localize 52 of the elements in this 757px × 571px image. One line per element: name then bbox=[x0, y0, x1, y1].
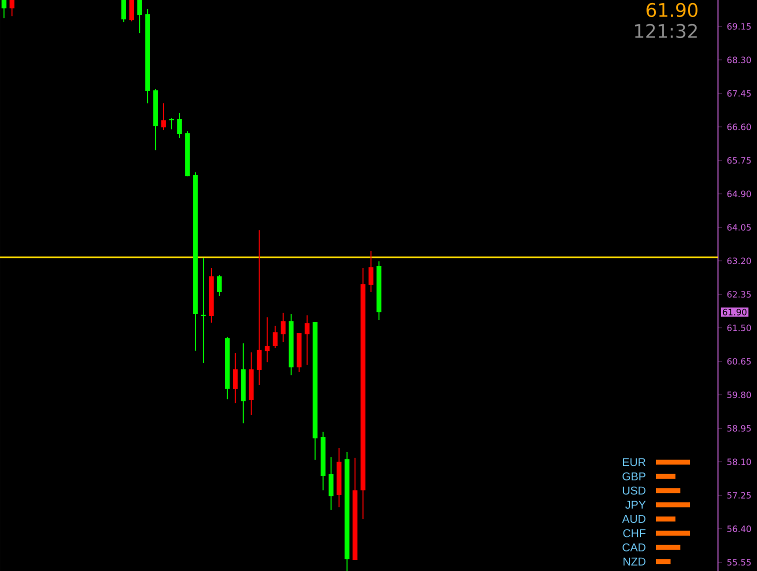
bar bbox=[656, 460, 690, 465]
candlestick bbox=[272, 325, 278, 348]
y-tick-label: 64.05 bbox=[727, 224, 751, 231]
candlestick bbox=[10, 0, 14, 17]
y-tick-label: 67.45 bbox=[727, 90, 751, 97]
y-tick-label: 62.35 bbox=[727, 291, 751, 298]
candlestick bbox=[217, 274, 222, 296]
y-tick-label: 69.15 bbox=[727, 23, 751, 30]
y-tick-label: 55.55 bbox=[727, 559, 751, 566]
y-tick-label: 58.10 bbox=[727, 458, 751, 466]
y-tick-label: 63.20 bbox=[727, 258, 751, 264]
candlestick bbox=[368, 250, 374, 292]
candlestick bbox=[304, 314, 310, 366]
y-tick-label: 60.65 bbox=[727, 358, 751, 365]
y-tick-label: 56.40 bbox=[727, 526, 751, 532]
bar bbox=[656, 559, 671, 564]
candlestick bbox=[280, 312, 286, 343]
y-tick-label: USD bbox=[622, 486, 646, 495]
annotation: 61.90 bbox=[646, 2, 698, 18]
y-tick-label: 58.95 bbox=[727, 425, 751, 432]
bar bbox=[656, 516, 676, 522]
annotation: 61.90 bbox=[722, 308, 746, 316]
y-tick-label: 68.30 bbox=[727, 56, 751, 64]
y-tick-label: 57.25 bbox=[727, 492, 751, 499]
bar bbox=[656, 502, 690, 508]
candlestick bbox=[2, 0, 6, 19]
y-tick-label: JPY bbox=[625, 500, 646, 509]
candlestick bbox=[161, 102, 166, 131]
candlestick bbox=[264, 316, 270, 363]
y-tick-label: CAD bbox=[622, 543, 646, 552]
candlestick bbox=[328, 456, 334, 510]
annotation: 121:32 bbox=[635, 24, 697, 38]
candlestick bbox=[129, 0, 134, 22]
bar bbox=[656, 530, 690, 536]
y-tick-label: CHF bbox=[623, 529, 646, 538]
y-tick-label: NZD bbox=[624, 558, 646, 566]
candlestick bbox=[232, 352, 238, 404]
y-tick-label: GBP bbox=[622, 472, 646, 480]
y-tick-label: EUR bbox=[622, 458, 646, 466]
y-tick-label: AUD bbox=[622, 515, 646, 523]
y-tick-label: 59.80 bbox=[727, 392, 751, 398]
y-tick-label: 66.60 bbox=[727, 124, 751, 130]
bar bbox=[656, 474, 676, 479]
candlestick bbox=[121, 0, 126, 23]
candlestick bbox=[177, 112, 182, 138]
y-tick-label: 61.50 bbox=[727, 324, 751, 332]
bar bbox=[656, 544, 680, 550]
y-tick-label: 65.75 bbox=[727, 157, 751, 164]
bar bbox=[656, 488, 680, 494]
y-tick-label: 64.90 bbox=[727, 190, 751, 198]
candlestick bbox=[256, 230, 262, 386]
candlestick bbox=[137, 0, 142, 34]
